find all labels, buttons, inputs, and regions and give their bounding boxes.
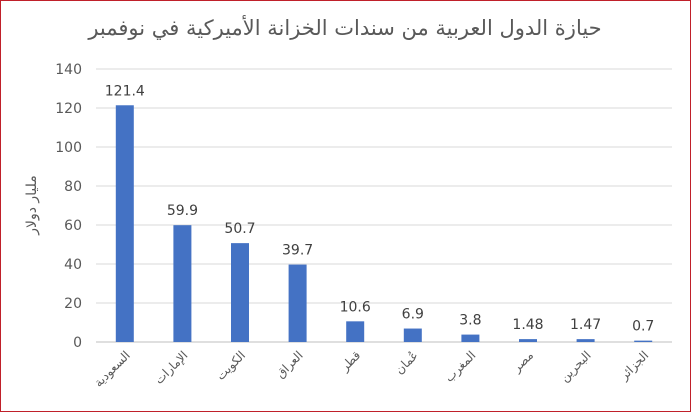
data-label: 1.48 <box>512 317 543 333</box>
data-label: 10.6 <box>340 299 371 315</box>
bar <box>519 339 537 342</box>
data-label: 121.4 <box>105 83 145 99</box>
y-tick-label: 80 <box>64 179 82 195</box>
data-label: 3.8 <box>459 313 481 329</box>
data-label: 1.47 <box>570 317 601 333</box>
x-tick-label: البحرين <box>557 348 594 385</box>
y-tick-label: 120 <box>55 101 82 117</box>
chart-title: حيازة الدول العربية من سندات الخزانة الأ… <box>87 15 601 40</box>
x-tick-label: مصر <box>509 348 537 376</box>
x-tick-label: العراق <box>273 348 306 381</box>
y-tick-label: 0 <box>73 335 82 351</box>
data-label: 50.7 <box>224 221 255 237</box>
x-tick-label: قطر <box>337 348 364 375</box>
data-label: 6.9 <box>402 307 424 323</box>
x-tick-label: الإمارات <box>152 348 191 387</box>
bar <box>403 328 422 342</box>
data-label: 59.9 <box>167 203 198 219</box>
y-tick-label: 20 <box>64 296 82 312</box>
x-tick-label: الكويت <box>214 348 249 383</box>
y-tick-label: 60 <box>64 218 82 234</box>
bar <box>576 339 595 342</box>
bar <box>288 264 307 342</box>
bar <box>634 340 653 342</box>
x-tick-label: عُمان <box>392 348 421 377</box>
data-label: 39.7 <box>282 243 313 259</box>
x-tick-label: المغرب <box>442 348 479 385</box>
bar <box>173 225 192 342</box>
data-label: 0.7 <box>632 319 654 335</box>
y-tick-label: 100 <box>55 140 82 156</box>
bar <box>231 243 249 342</box>
bar <box>461 334 480 342</box>
bar <box>115 105 134 343</box>
y-tick-label: 140 <box>55 62 82 78</box>
y-tick-label: 40 <box>64 257 82 273</box>
x-tick-label: الجزائر <box>616 348 652 384</box>
y-axis-label: مليار دولار <box>24 175 40 236</box>
x-tick-label: السعودية <box>91 348 133 390</box>
bar <box>346 321 365 342</box>
